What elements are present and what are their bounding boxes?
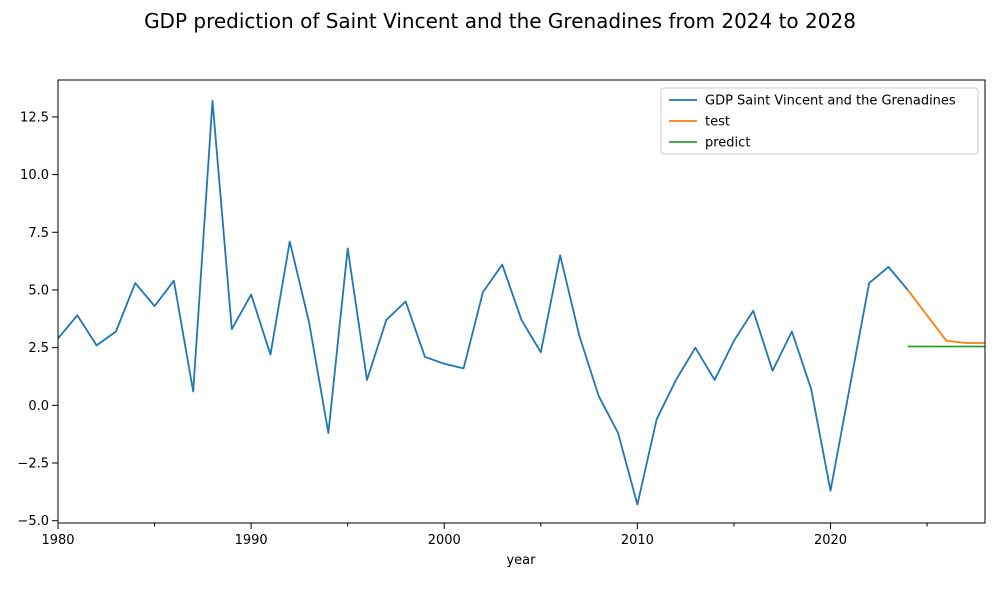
y-tick-label: −5.0: [17, 514, 49, 529]
y-tick-label: 2.5: [28, 341, 49, 356]
y-tick-label: 10.0: [20, 168, 49, 183]
x-tick-label: 2020: [814, 533, 847, 548]
x-axis: 1980 1990 2000 2010 2020: [41, 523, 928, 548]
x-tick-label: 1980: [41, 533, 74, 548]
series-line-0: [58, 99, 909, 506]
y-tick-label: 7.5: [28, 226, 49, 241]
y-tick-label: 5.0: [28, 283, 49, 298]
x-tick-label: 2000: [428, 533, 461, 548]
x-tick-label: 1990: [235, 533, 268, 548]
legend-label-1: test: [705, 115, 730, 130]
y-tick-label: 12.5: [20, 110, 49, 125]
legend-label-0: GDP Saint Vincent and the Grenadines: [705, 94, 956, 109]
y-tick-label: 0.0: [28, 399, 49, 414]
legend: GDP Saint Vincent and the Grenadines test…: [660, 87, 979, 155]
x-axis-label: year: [506, 553, 536, 568]
y-tick-label: −2.5: [17, 457, 49, 472]
legend-box: [660, 87, 979, 155]
y-axis: −5.0 −2.5 0.0 2.5 5.0 7.5 10.0 12.5: [17, 110, 58, 529]
legend-label-2: predict: [705, 136, 750, 151]
plot-frame: [57, 79, 986, 524]
series-line-1: [907, 289, 985, 344]
series-group: [58, 99, 985, 506]
chart-title: GDP prediction of Saint Vincent and the …: [144, 9, 856, 33]
plot-area: [57, 79, 986, 524]
x-tick-label: 2010: [621, 533, 654, 548]
